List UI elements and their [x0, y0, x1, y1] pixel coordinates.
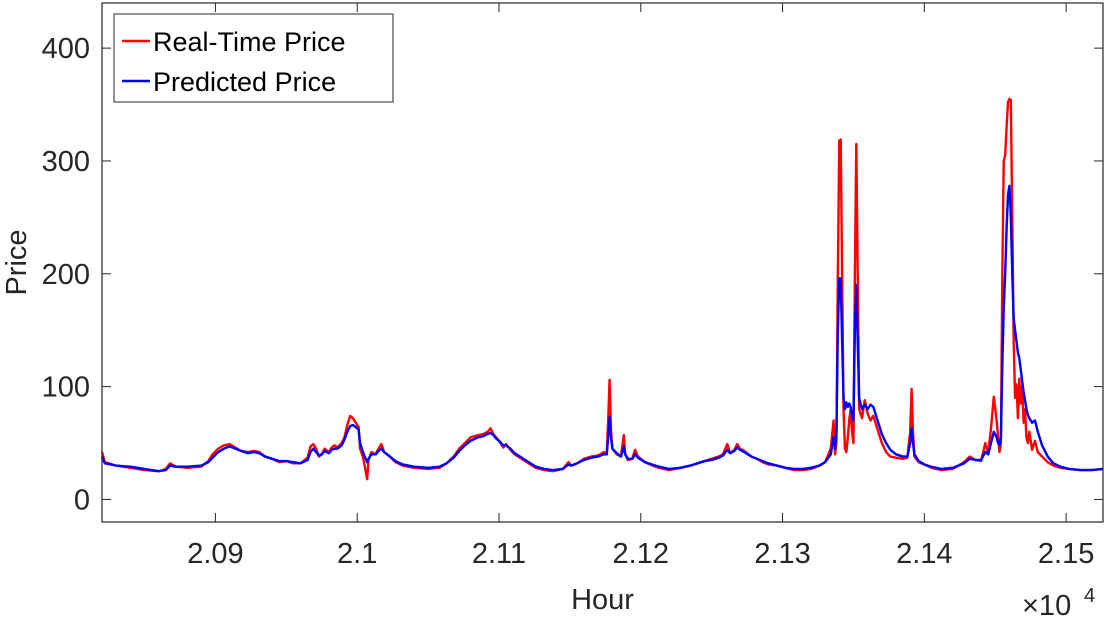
- x-tick-label: 2.09: [187, 538, 243, 570]
- y-axis-title: Price: [1, 229, 33, 295]
- series-layer: [100, 97, 1104, 481]
- series-line-predicted-price: [100, 184, 1104, 473]
- y-tick-label: 400: [42, 33, 90, 65]
- x-tick-label: 2.1: [337, 538, 377, 570]
- x-tick-label: 2.13: [754, 538, 810, 570]
- tick-labels-layer: 2.09 2.1 2.11 2.12 2.13 2.14 2.15 0 100 200 300 400: [42, 33, 1095, 570]
- x-tick-label: 2.11: [472, 538, 526, 570]
- x-tick-label: 2.12: [613, 538, 669, 570]
- y-tick-label: 300: [42, 146, 90, 178]
- y-tick-label: 200: [42, 259, 90, 291]
- axes-box: [101, 2, 1104, 523]
- x-exponent-power: 4: [1084, 585, 1095, 607]
- x-tick-label: 2.15: [1038, 538, 1094, 570]
- y-tick-label: 0: [74, 484, 90, 516]
- x-axis-exponent: ×10 4: [1022, 585, 1095, 622]
- y-tick-label: 100: [42, 372, 90, 404]
- legend-label-real-time: Real-Time Price: [153, 27, 346, 57]
- x-exponent-base: ×10: [1022, 590, 1071, 622]
- x-tick-label: 2.14: [896, 538, 952, 570]
- series-line-real-time-price: [100, 97, 1104, 481]
- ticks-layer: [102, 3, 1103, 522]
- x-axis-title: Hour: [571, 584, 634, 616]
- legend: Real-Time Price Predicted Price: [113, 13, 394, 103]
- legend-label-predicted: Predicted Price: [153, 67, 336, 97]
- legend-box: [113, 13, 394, 103]
